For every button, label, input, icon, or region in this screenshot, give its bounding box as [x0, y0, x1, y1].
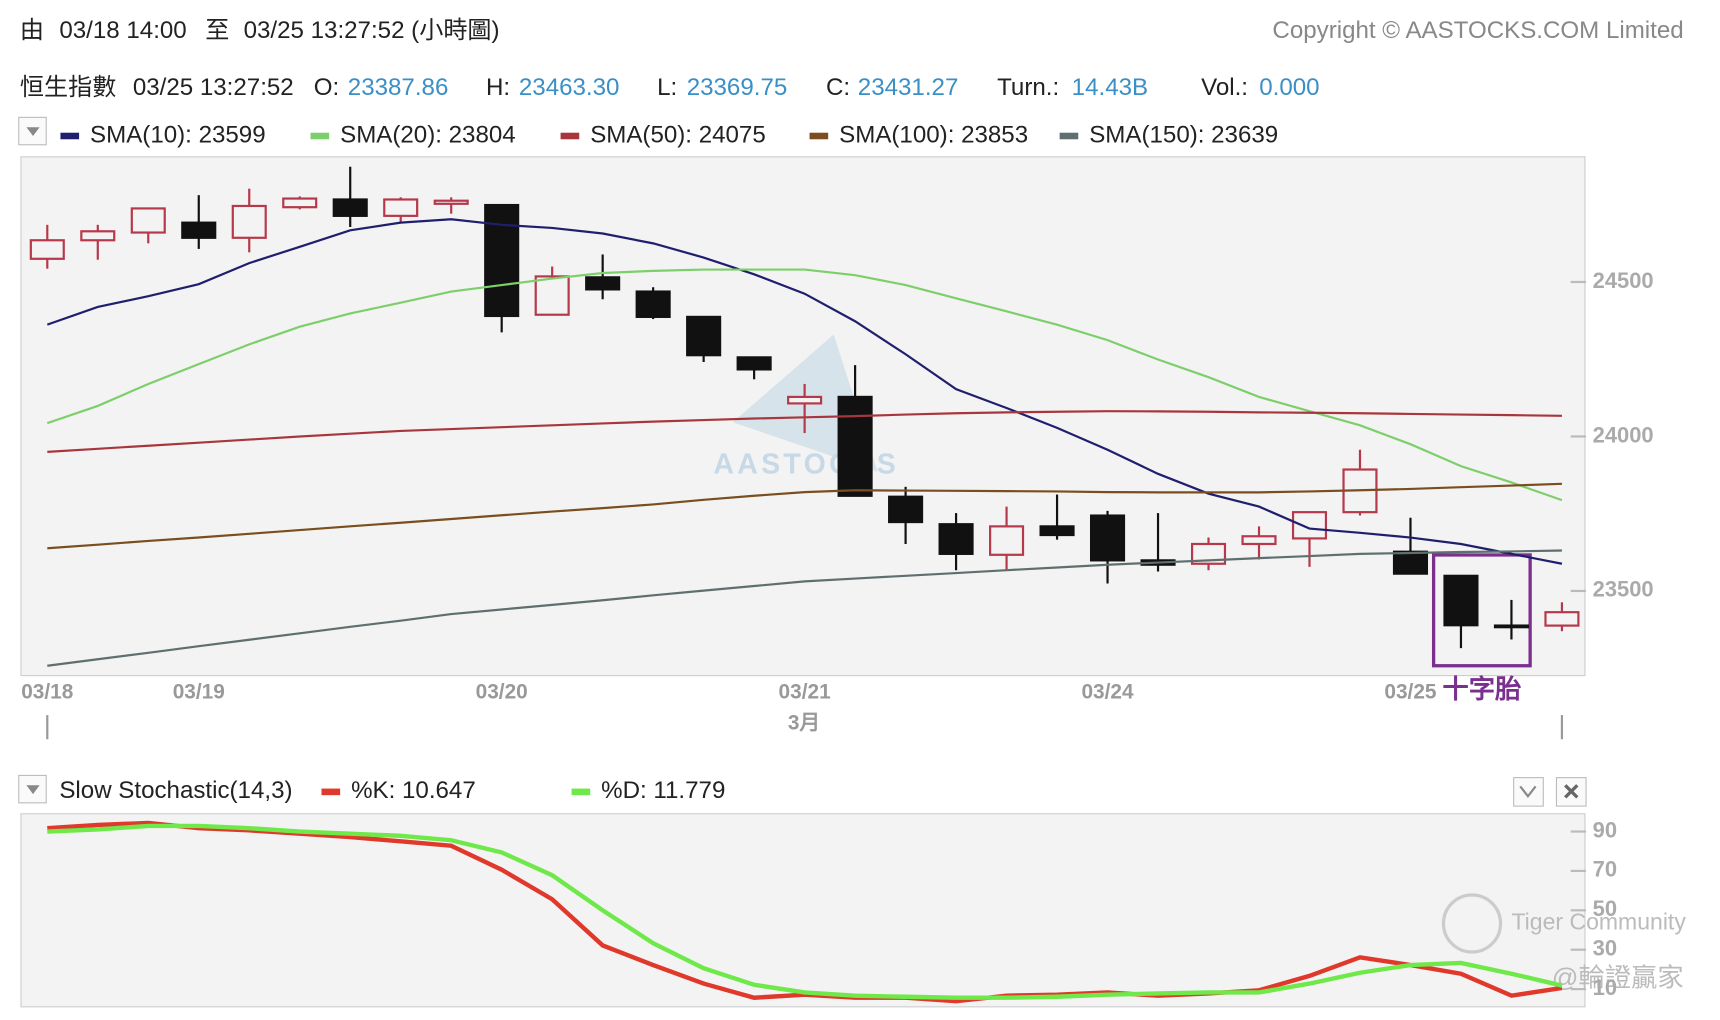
y-tick-label: 10 — [1593, 975, 1617, 1000]
series-line — [46, 218, 1563, 565]
candle-body — [938, 523, 974, 555]
month-label: 3月 — [788, 711, 820, 734]
quote-label: Vol.: — [1201, 74, 1248, 101]
x-tick-label: 03/25 — [1384, 681, 1436, 704]
quote-value: 23463.30 — [519, 74, 620, 101]
annotation-box — [1431, 553, 1532, 668]
header-start: 03/18 14:00 — [59, 17, 186, 44]
candle-body — [1039, 525, 1075, 537]
watermark: Tiger Community — [1511, 909, 1686, 935]
quote-value: 23387.86 — [348, 74, 449, 101]
quote-value: 14.43B — [1072, 74, 1148, 101]
y-tick-label: 24500 — [1593, 268, 1654, 293]
candle-body — [1291, 511, 1328, 540]
x-tick-label: 03/24 — [1081, 681, 1134, 704]
candle-body — [1544, 611, 1580, 627]
series-line — [47, 549, 1562, 667]
header-to: 至 — [205, 17, 229, 44]
legend-marker — [1059, 132, 1079, 140]
candle-body — [433, 199, 469, 205]
legend-marker — [310, 132, 330, 140]
watermark: @輪證贏家 — [1552, 962, 1684, 992]
candle-body — [585, 276, 621, 291]
candle-body — [635, 290, 671, 318]
candle-body — [80, 230, 116, 242]
series-line — [47, 823, 1563, 1000]
candle-body — [1089, 514, 1126, 562]
candle-body — [686, 315, 722, 357]
candle-body — [332, 198, 368, 217]
menu-icon — [26, 785, 40, 795]
header-from: 由 — [20, 17, 44, 44]
watermark-logo — [1441, 893, 1503, 954]
collapse-button[interactable] — [1513, 777, 1544, 807]
quote-label: C: — [826, 74, 850, 101]
quote-label: L: — [657, 74, 677, 101]
x-tick-label: 03/18 — [21, 681, 73, 704]
candle-body — [989, 525, 1025, 556]
annotation: 十字胎 — [1442, 674, 1522, 704]
candle-body — [484, 203, 520, 318]
legend-label: SMA(100): 23853 — [839, 121, 1028, 148]
stochastic-plot-area — [20, 813, 1586, 1008]
x-tick-label: 03/21 — [779, 681, 831, 704]
quote-time: 03/25 13:27:52 — [133, 74, 294, 101]
y-tick-label: 30 — [1593, 936, 1617, 961]
legend-label: SMA(20): 23804 — [340, 121, 516, 148]
quote-label: O: — [314, 74, 339, 101]
candle-body — [1241, 535, 1277, 546]
candle-body — [1493, 624, 1529, 629]
candle-body — [29, 239, 65, 260]
candle-body — [1190, 542, 1227, 565]
legend-marker — [560, 132, 580, 140]
legend-marker — [809, 132, 829, 140]
quote-label: H: — [486, 74, 510, 101]
quote-value: 23431.27 — [858, 74, 959, 101]
candle-body — [383, 198, 419, 217]
candle-body — [787, 395, 823, 405]
close-icon — [1564, 784, 1579, 799]
series-line — [47, 410, 1562, 453]
series-line — [47, 482, 1562, 550]
candle-body — [534, 275, 570, 316]
candle-body — [130, 207, 166, 234]
legend-marker — [60, 132, 80, 140]
candle-body — [1392, 550, 1429, 575]
legend-label: SMA(150): 23639 — [1089, 121, 1278, 148]
y-tick-label: 23500 — [1593, 577, 1654, 602]
y-tick-label: 70 — [1593, 857, 1617, 882]
y-tick-label: 90 — [1593, 817, 1617, 842]
legend-marker — [321, 788, 341, 796]
series-line — [46, 268, 1563, 502]
legend-marker — [571, 788, 591, 796]
quote-value: 0.000 — [1259, 74, 1319, 101]
quote-name: 恒生指數 — [20, 74, 116, 101]
legend-label: SMA(10): 23599 — [90, 121, 266, 148]
x-tick-label: 03/19 — [173, 681, 225, 704]
legend-label: SMA(50): 24075 — [590, 121, 766, 148]
collapse-icon — [1519, 785, 1537, 799]
menu-icon — [26, 127, 40, 136]
x-tick-label: 03/20 — [476, 681, 528, 704]
candle-body — [736, 356, 772, 371]
candle-body — [282, 197, 318, 209]
candle-body — [181, 221, 217, 239]
indicator-title: Slow Stochastic(14,3) — [59, 777, 292, 804]
y-tick-label: 50 — [1593, 896, 1617, 921]
quote-label: Turn.: — [997, 74, 1059, 101]
legend-label: %D: 11.779 — [601, 777, 725, 804]
header-end: 03/25 13:27:52 (小時圖) — [244, 17, 500, 44]
candle-body — [231, 204, 267, 239]
candle-body — [1443, 574, 1479, 627]
quote-value: 23369.75 — [687, 74, 788, 101]
legend-label: %K: 10.647 — [351, 777, 476, 804]
candle-body — [837, 395, 873, 497]
candle-body — [888, 495, 924, 524]
copyright: Copyright © AASTOCKS.COM Limited — [1272, 17, 1683, 44]
y-tick-label: 24000 — [1593, 422, 1654, 447]
